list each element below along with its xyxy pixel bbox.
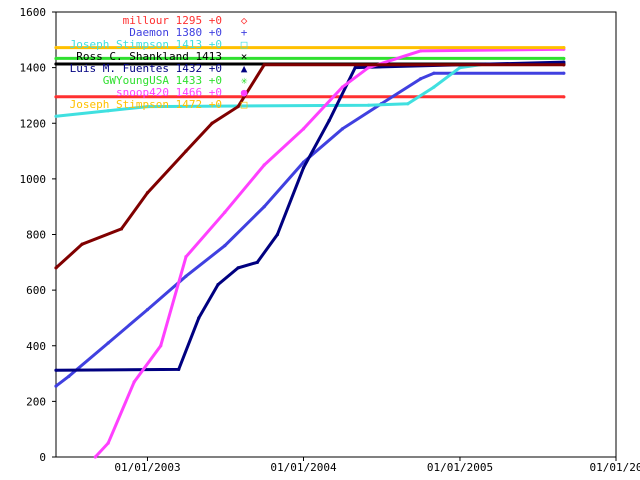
data-point bbox=[236, 266, 240, 270]
y-tick-label: 0 bbox=[39, 451, 46, 464]
data-point bbox=[458, 66, 462, 70]
series-8 bbox=[54, 63, 566, 270]
data-point bbox=[255, 260, 259, 264]
series-5 bbox=[54, 56, 566, 61]
data-point bbox=[562, 71, 566, 75]
y-axis: 0 200 400 600 800 1000 1200 1400 1600 bbox=[20, 6, 56, 464]
data-point bbox=[177, 367, 181, 371]
series-1 bbox=[54, 71, 566, 388]
data-point bbox=[132, 380, 136, 384]
data-point bbox=[106, 109, 110, 113]
data-point bbox=[340, 127, 345, 131]
legend-entry-label: Joseph Stimpson 1472 +0 bbox=[70, 98, 222, 111]
data-point bbox=[223, 210, 227, 214]
data-point bbox=[301, 160, 306, 164]
y-tick-label: 1600 bbox=[20, 6, 47, 19]
x-tick-label: 01/01/2005 bbox=[427, 461, 493, 474]
data-point bbox=[93, 455, 97, 459]
legend-entry-marker: ◇ bbox=[241, 14, 248, 27]
data-point bbox=[236, 104, 240, 109]
data-point bbox=[54, 368, 58, 372]
data-point bbox=[159, 344, 163, 348]
legend-entry-label: millour 1295 +0 bbox=[123, 14, 222, 27]
data-point bbox=[184, 255, 188, 259]
data-point bbox=[262, 63, 266, 67]
data-point bbox=[80, 242, 84, 246]
series-layer bbox=[54, 46, 566, 459]
legend-entry-marker: □ bbox=[241, 38, 248, 51]
data-point bbox=[54, 56, 58, 61]
data-point bbox=[106, 441, 110, 445]
data-point bbox=[54, 95, 58, 99]
data-point bbox=[54, 384, 58, 388]
data-point bbox=[223, 244, 227, 248]
data-point bbox=[353, 66, 357, 70]
data-point bbox=[432, 85, 436, 89]
legend-entry-marker: × bbox=[241, 50, 248, 63]
data-point bbox=[432, 71, 436, 75]
data-point bbox=[562, 95, 566, 99]
data-point bbox=[366, 66, 371, 70]
data-point bbox=[419, 49, 423, 53]
data-point bbox=[562, 63, 566, 67]
x-tick-label: 01/01/2003 bbox=[114, 461, 180, 474]
data-point bbox=[562, 56, 566, 61]
series-0 bbox=[54, 95, 566, 99]
y-tick-label: 600 bbox=[26, 284, 46, 297]
data-point bbox=[262, 205, 266, 209]
x-axis: 01/01/2003 01/01/2004 01/01/2005 01/01/20 bbox=[114, 457, 640, 474]
y-tick-label: 1000 bbox=[20, 173, 47, 186]
legend-entry-marker: + bbox=[241, 26, 248, 39]
data-point bbox=[106, 341, 110, 345]
legend: millour 1295 +0 ◇ Daemon 1380 +0 + Joseph St… bbox=[70, 14, 248, 111]
data-point bbox=[119, 227, 124, 231]
data-point bbox=[184, 274, 188, 278]
y-tick-label: 400 bbox=[26, 340, 46, 353]
data-point bbox=[145, 104, 150, 109]
data-point bbox=[406, 102, 410, 106]
series-4 bbox=[54, 60, 566, 372]
data-point bbox=[197, 316, 201, 320]
data-point bbox=[366, 103, 371, 107]
data-point bbox=[210, 121, 214, 125]
data-point bbox=[54, 62, 58, 66]
legend-entry-marker: ● bbox=[241, 86, 248, 99]
legend-entry-label: snoop420 1466 +0 bbox=[116, 86, 222, 99]
data-point bbox=[340, 85, 345, 89]
legend-entry-label: Ross C. Shankland 1413 bbox=[76, 50, 222, 63]
y-tick-label: 1400 bbox=[20, 62, 47, 75]
data-point bbox=[262, 163, 266, 167]
data-point bbox=[301, 127, 306, 131]
data-point bbox=[54, 266, 58, 270]
y-tick-label: 200 bbox=[26, 395, 46, 408]
data-point bbox=[327, 118, 331, 123]
data-point bbox=[145, 191, 150, 195]
data-point bbox=[184, 149, 188, 153]
series-7 bbox=[54, 46, 566, 50]
data-point bbox=[301, 166, 306, 170]
data-point bbox=[54, 114, 58, 118]
legend-entry-label: GWYoungUSA 1433 +0 bbox=[103, 74, 222, 87]
legend-entry-marker: ✳ bbox=[241, 74, 248, 87]
legend-entry-marker: ▲ bbox=[241, 62, 248, 75]
data-point bbox=[216, 282, 220, 287]
data-point bbox=[67, 374, 71, 378]
data-point bbox=[54, 46, 58, 50]
data-point bbox=[562, 46, 566, 50]
y-tick-label: 800 bbox=[26, 229, 46, 242]
data-point bbox=[275, 232, 280, 237]
x-tick-label: 01/01/20 bbox=[590, 461, 640, 474]
data-point bbox=[145, 307, 150, 312]
legend-entry-label: Joseph Stimpson 1413 +0 bbox=[70, 38, 222, 51]
legend-entry-label: Luis M. Fuentes 1432 +0 bbox=[70, 62, 222, 75]
legend-entry-marker: □ bbox=[241, 98, 248, 111]
y-tick-label: 1200 bbox=[20, 117, 47, 130]
data-point bbox=[419, 77, 423, 81]
legend-entry-label: Daemon 1380 +0 bbox=[129, 26, 222, 39]
data-point bbox=[562, 60, 566, 64]
x-tick-label: 01/01/2004 bbox=[270, 461, 337, 474]
